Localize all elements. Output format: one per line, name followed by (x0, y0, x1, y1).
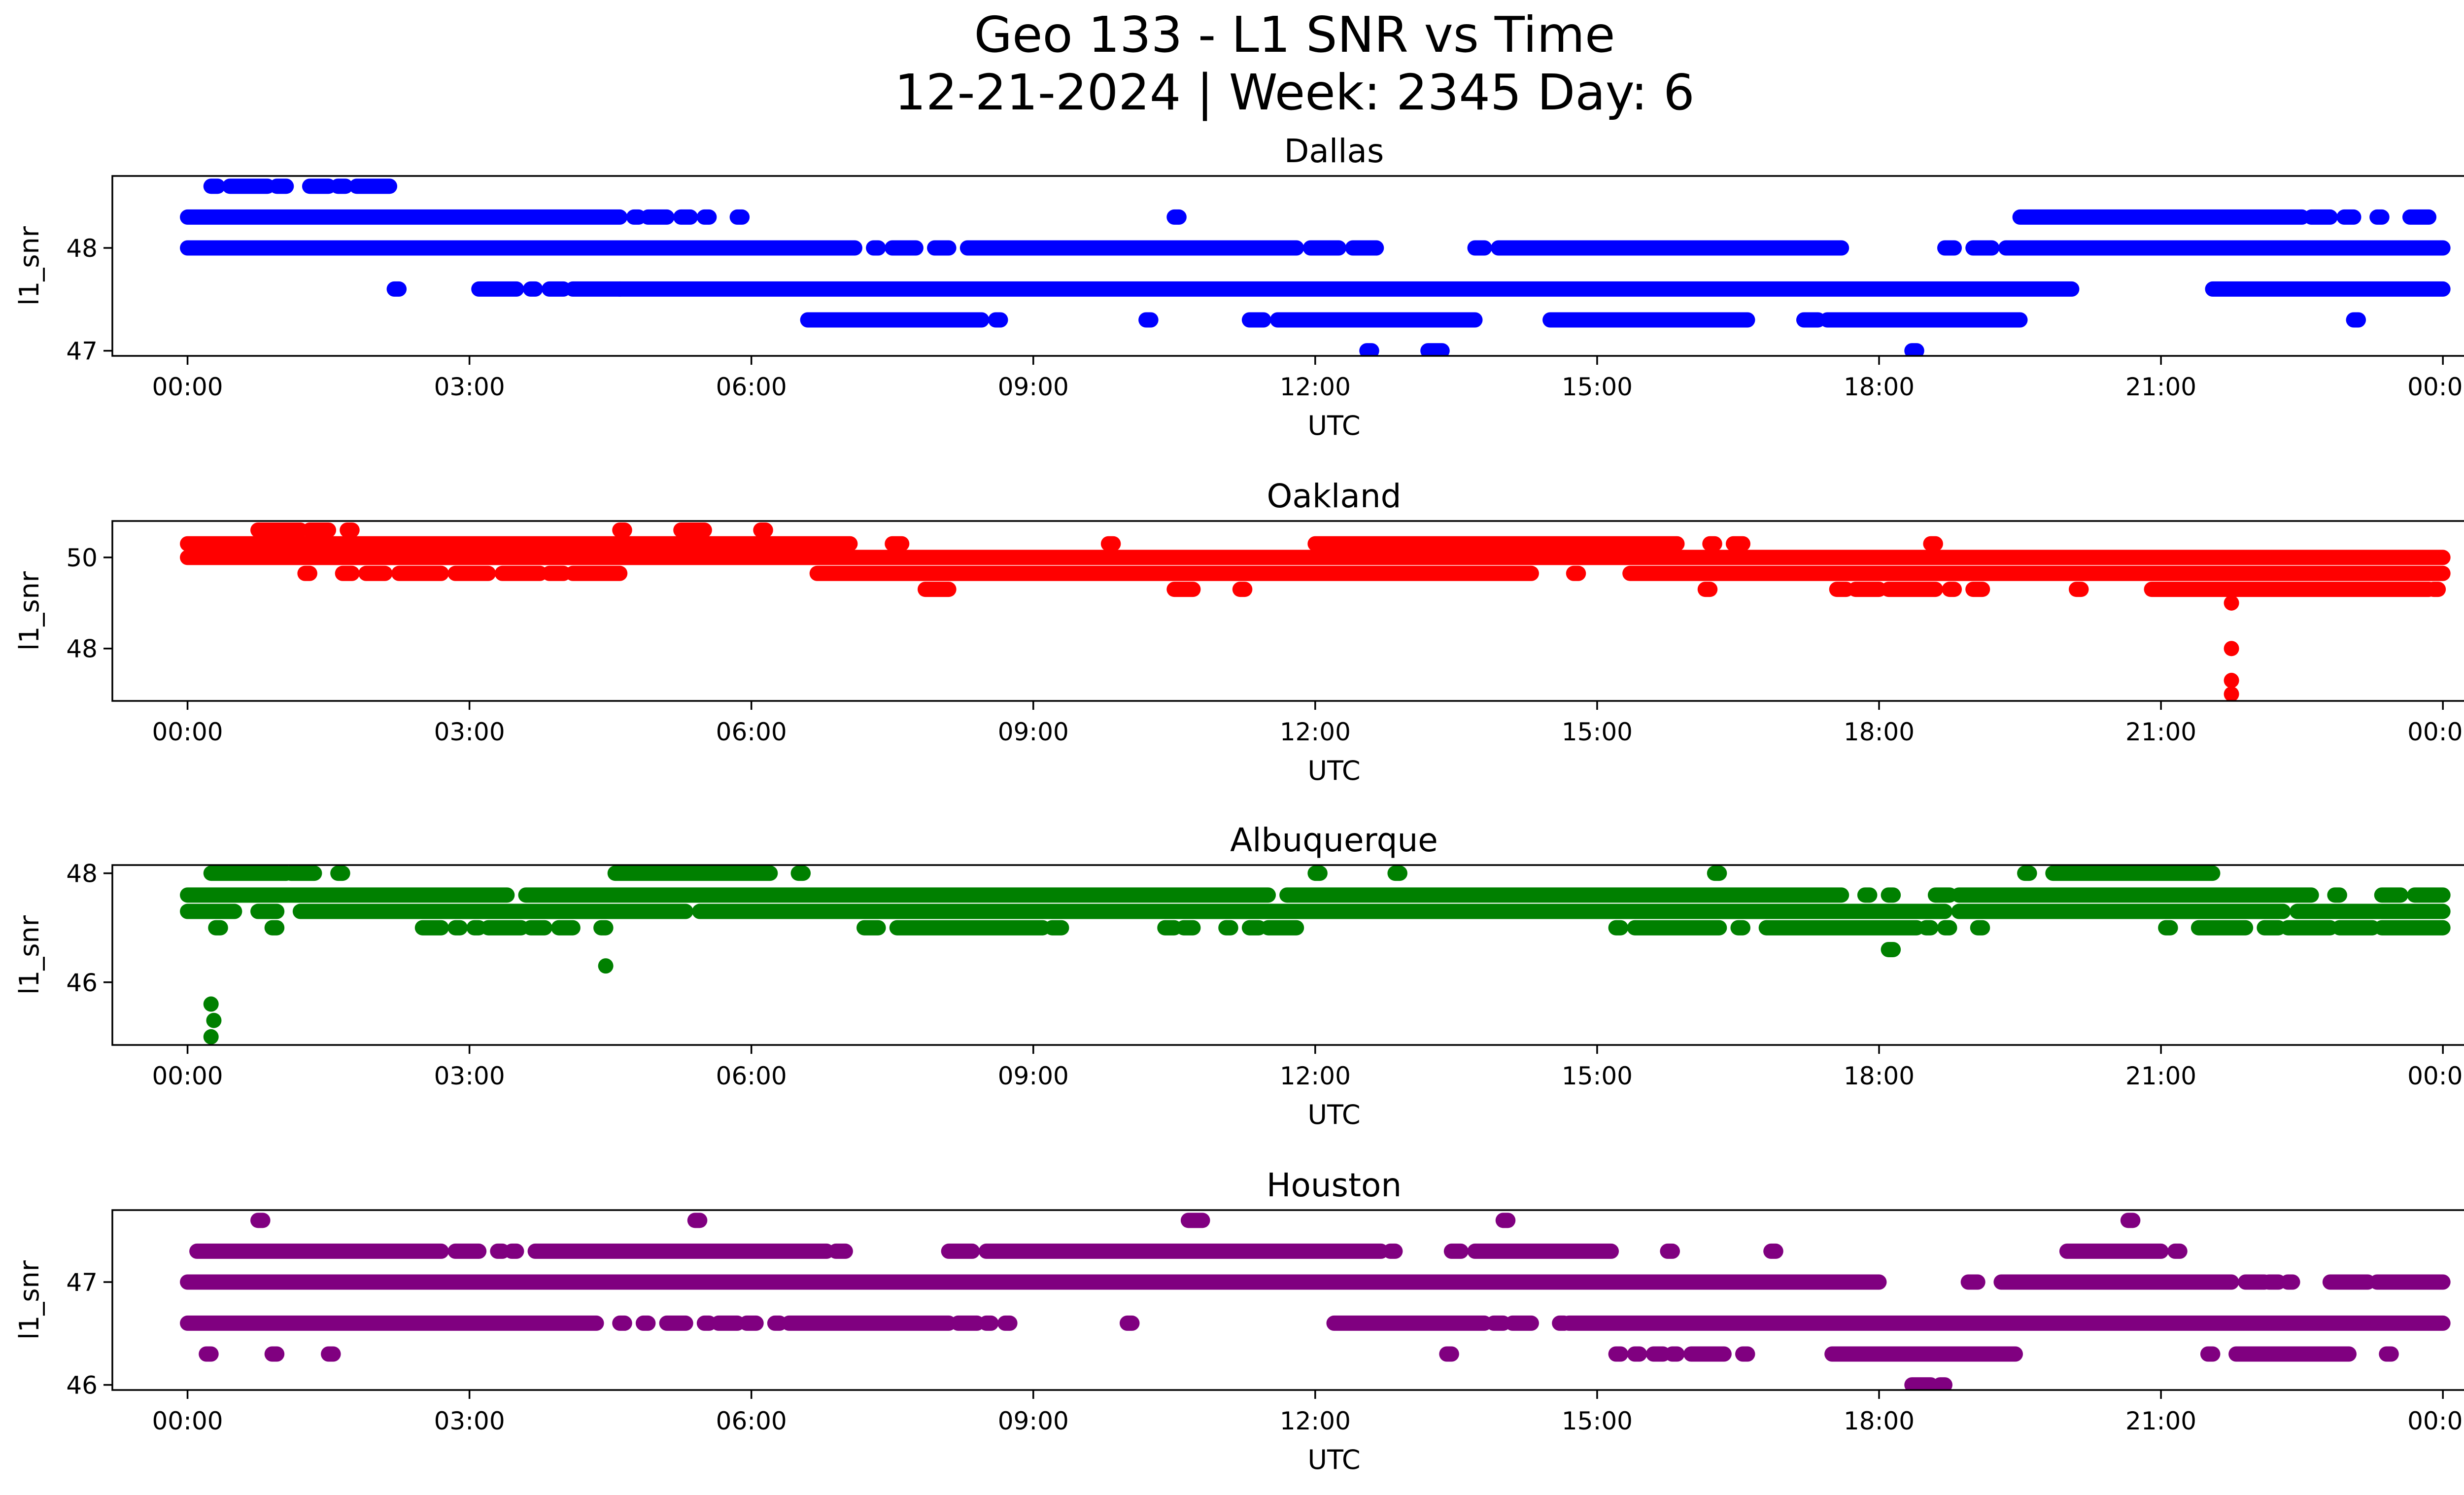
x-tick-label: 06:00 (716, 1407, 787, 1435)
subplot-albuquerque: Albuquerque 00:00 03:00 06:00 09:00 12:00 15:0… (14, 821, 2464, 1130)
x-tick-label: 06:00 (716, 373, 787, 401)
x-tick-label: 00:00 (152, 373, 223, 401)
x-tick-label: 21:00 (2125, 373, 2196, 401)
x-tick-label: 09:00 (998, 1407, 1069, 1435)
x-tick-label: 21:00 (2125, 1407, 2196, 1435)
x-tick-label: 18:00 (1844, 373, 1915, 401)
x-tick-label: 12:00 (1280, 373, 1351, 401)
x-tick-label: 00:00 (2407, 718, 2464, 746)
subplot-oakland: Oakland 00:00 03:00 06:00 09:00 12:00 15:00 18:… (14, 477, 2464, 786)
x-tick-label: 21:00 (2125, 718, 2196, 746)
y-tick-label: 47 (66, 337, 98, 366)
x-tick-label: 18:00 (1844, 1407, 1915, 1435)
data-points (180, 522, 2451, 701)
subplot-title: Oakland (1266, 477, 1401, 515)
subplot-houston: Houston 00:00 03:00 06:00 09:00 12:00 15:00 18:… (14, 1166, 2464, 1475)
x-axis-label: UTC (1307, 410, 1360, 441)
x-tick-label: 15:00 (1562, 1062, 1633, 1090)
data-point (2224, 686, 2239, 701)
axes-frame (111, 520, 2464, 702)
x-axis-label: UTC (1307, 1099, 1360, 1130)
data-points (180, 866, 2451, 1044)
axes-frame (111, 175, 2464, 357)
x-tick-label: 06:00 (716, 1062, 787, 1090)
data-point (203, 996, 219, 1012)
axes-frame (111, 1209, 2464, 1391)
x-tick-label: 06:00 (716, 718, 787, 746)
data-point (206, 1012, 222, 1028)
x-tick-label: 00:00 (152, 1062, 223, 1090)
y-tick-label: 46 (66, 1371, 98, 1400)
y-axis-label: l1_snr (14, 1260, 45, 1340)
data-point (203, 1029, 219, 1044)
x-tick-label: 18:00 (1844, 718, 1915, 746)
data-point (598, 958, 614, 974)
y-tick-label: 47 (66, 1268, 98, 1297)
y-axis-label: l1_snr (14, 915, 45, 995)
subplot-title: Dallas (1284, 132, 1384, 170)
figure-title-line2: 12-21-2024 | Week: 2345 Day: 6 (894, 64, 1694, 121)
x-tick-label: 15:00 (1562, 718, 1633, 746)
figure-title-line1: Geo 133 - L1 SNR vs Time (974, 6, 1615, 64)
x-axis-label: UTC (1307, 1444, 1360, 1475)
x-tick-label: 00:00 (2407, 373, 2464, 401)
x-tick-label: 03:00 (434, 373, 505, 401)
data-point (2224, 672, 2239, 688)
subplot-title: Albuquerque (1230, 821, 1438, 859)
x-tick-label: 00:00 (2407, 1407, 2464, 1435)
x-tick-label: 09:00 (998, 373, 1069, 401)
y-tick-label: 46 (66, 969, 98, 997)
subplot-dallas: Dallas 00:00 03:00 06:00 09:00 12:00 15:00 18:0… (14, 132, 2464, 441)
y-tick-label: 48 (66, 860, 98, 888)
data-point (2224, 595, 2239, 611)
y-tick-label: 50 (66, 544, 98, 572)
x-tick-label: 18:00 (1844, 1062, 1915, 1090)
y-tick-label: 48 (66, 635, 98, 663)
x-tick-label: 12:00 (1280, 1062, 1351, 1090)
x-tick-label: 00:00 (2407, 1062, 2464, 1090)
data-points (180, 178, 2451, 356)
subplots: Dallas 00:00 03:00 06:00 09:00 12:00 15:00 18:0… (14, 132, 2464, 1475)
x-tick-label: 00:00 (152, 718, 223, 746)
y-tick-label: 48 (66, 234, 98, 263)
x-axis-label: UTC (1307, 755, 1360, 786)
x-tick-label: 15:00 (1562, 373, 1633, 401)
x-tick-label: 21:00 (2125, 1062, 2196, 1090)
x-tick-label: 12:00 (1280, 1407, 1351, 1435)
x-tick-label: 12:00 (1280, 718, 1351, 746)
subplot-title: Houston (1266, 1166, 1402, 1204)
x-tick-label: 03:00 (434, 718, 505, 746)
data-points (180, 1213, 2451, 1390)
x-tick-label: 15:00 (1562, 1407, 1633, 1435)
x-tick-label: 09:00 (998, 718, 1069, 746)
x-tick-label: 09:00 (998, 1062, 1069, 1090)
data-point (2224, 641, 2239, 657)
axes-frame (111, 864, 2464, 1046)
y-axis-label: l1_snr (14, 571, 45, 651)
x-tick-label: 03:00 (434, 1407, 505, 1435)
x-tick-label: 03:00 (434, 1062, 505, 1090)
y-axis-label: l1_snr (14, 226, 45, 306)
x-tick-label: 00:00 (152, 1407, 223, 1435)
